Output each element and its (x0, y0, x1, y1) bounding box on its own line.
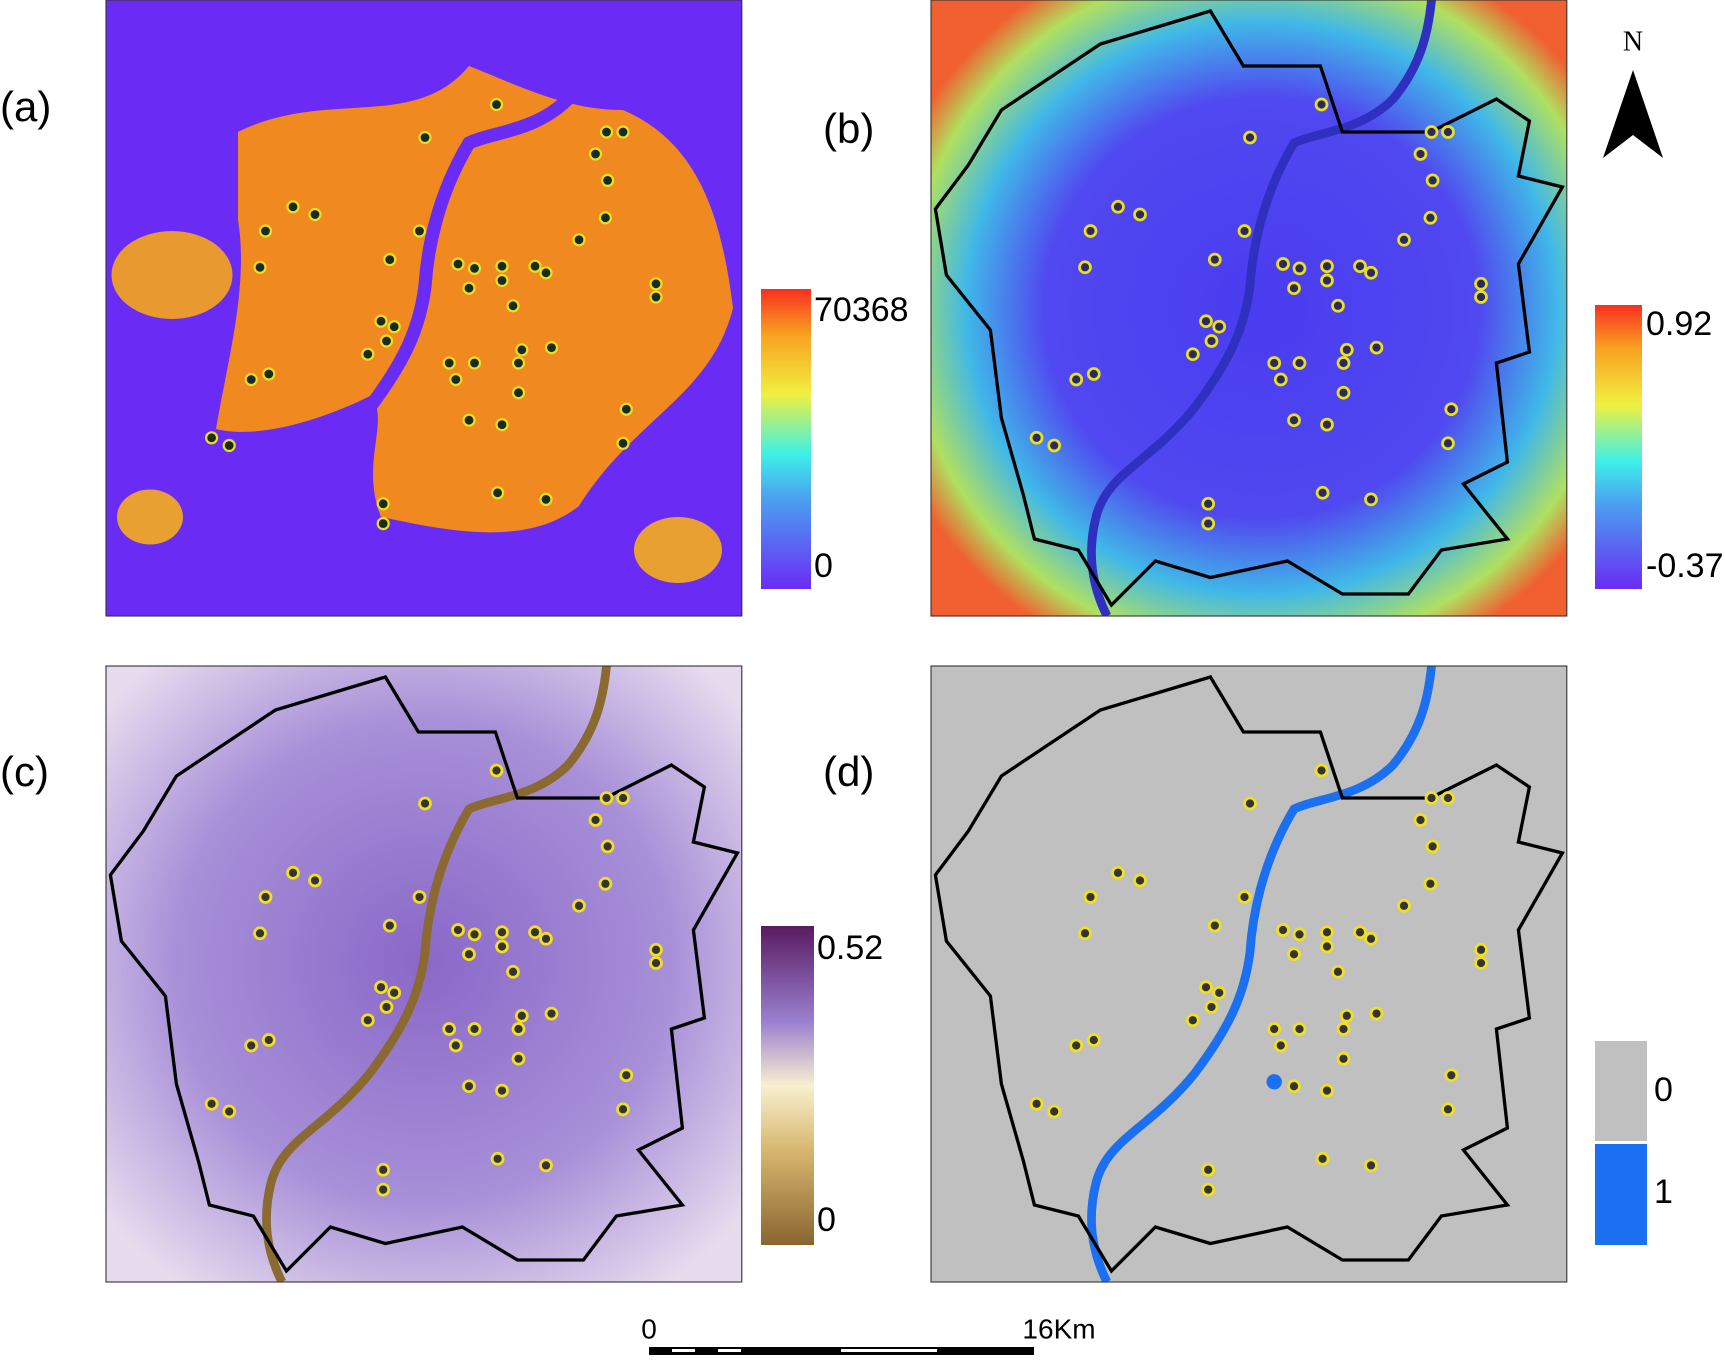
north-label: N (1623, 26, 1643, 57)
colorbar (761, 926, 814, 1245)
panel-label: (a) (0, 83, 51, 130)
legend-max: 0.92 (1646, 305, 1712, 343)
scale-end: 16Km (1022, 1313, 1095, 1344)
map-b (930, 0, 1568, 617)
legend-label: 0 (1654, 1071, 1673, 1109)
legend-swatch (1595, 1144, 1647, 1245)
legend-swatch (1595, 1041, 1647, 1141)
colorbar (761, 289, 811, 589)
map-c (105, 665, 743, 1283)
legend-min: 0 (817, 1201, 836, 1239)
legend-min: 0 (814, 547, 833, 585)
north-arrow: N (1603, 26, 1663, 158)
panel-label: (d) (823, 748, 874, 795)
scale-bar: 0 16Km (641, 1313, 1096, 1355)
scale-start: 0 (641, 1313, 657, 1344)
panel-label: (c) (0, 748, 49, 795)
legend-label: 1 (1654, 1173, 1673, 1211)
legend-min: -0.37 (1646, 547, 1724, 585)
legend-max: 70368 (814, 291, 909, 329)
legend-max: 0.52 (817, 929, 883, 967)
colorbar (1595, 305, 1642, 589)
map-a (105, 0, 743, 617)
map-d (930, 665, 1568, 1283)
panel-label: (b) (823, 105, 874, 152)
